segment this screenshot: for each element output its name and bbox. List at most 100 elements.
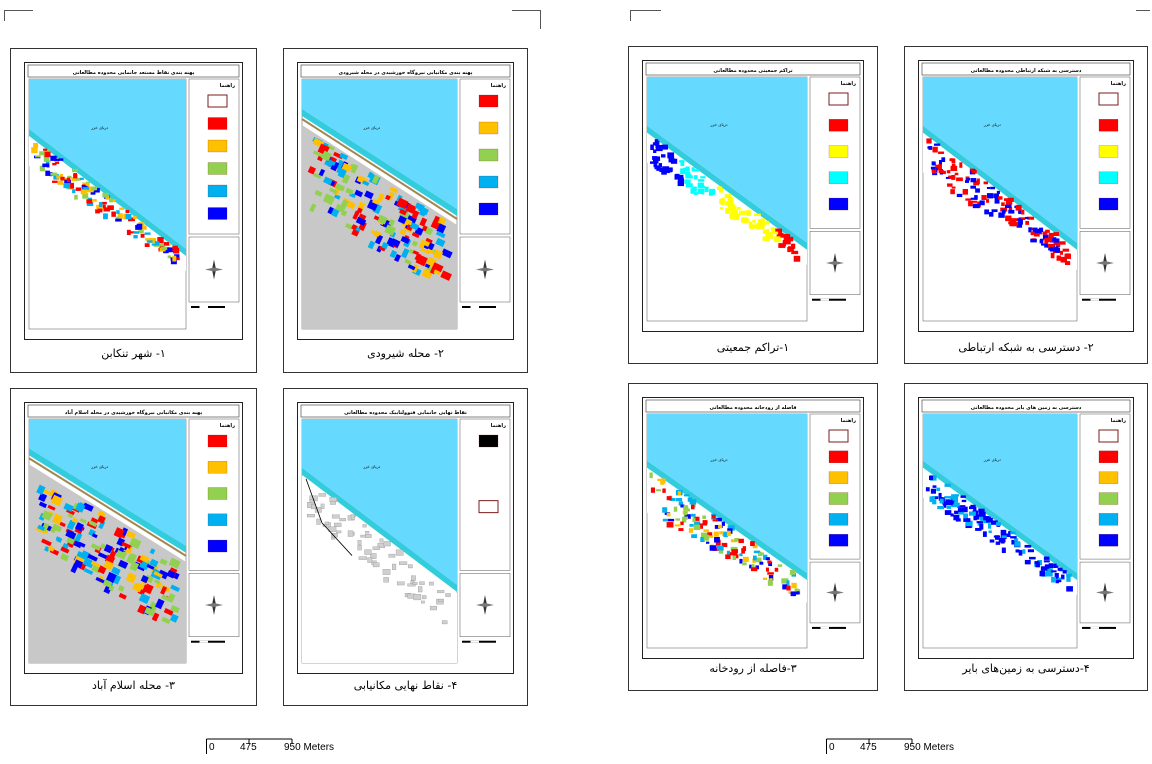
parcel	[684, 179, 691, 184]
north-arrow-icon	[205, 267, 223, 272]
map-frame: نقاط نهایی جانمایی فتوولتاییک محدوده مطا…	[297, 402, 514, 674]
parcel	[934, 496, 939, 500]
parcel	[100, 543, 106, 549]
parcel	[36, 484, 46, 495]
parcel	[1001, 547, 1006, 554]
parcel	[318, 168, 326, 177]
parcel	[728, 207, 734, 211]
parcel	[51, 523, 63, 533]
parcel	[1008, 209, 1015, 214]
map-title-box	[27, 64, 240, 78]
parcel	[1005, 215, 1012, 222]
parcel	[765, 231, 772, 236]
legend-swatch	[828, 429, 849, 443]
parcel	[767, 572, 774, 575]
parcel	[433, 249, 444, 260]
parcel	[724, 194, 732, 199]
parcel	[704, 186, 709, 193]
parcel	[981, 195, 987, 200]
parcel	[309, 203, 317, 213]
parcel	[411, 210, 420, 220]
parcel	[678, 528, 684, 532]
parcel	[685, 166, 690, 172]
parcel	[87, 186, 94, 193]
parcel	[43, 156, 50, 162]
legend-title: راهنما	[1111, 418, 1126, 424]
parcel	[413, 594, 422, 601]
parcel	[655, 148, 663, 152]
parcel	[77, 541, 86, 548]
parcel	[82, 502, 94, 512]
parcel	[121, 541, 132, 549]
parcel	[786, 585, 791, 591]
parcel	[1053, 240, 1060, 246]
parcel	[946, 505, 952, 509]
parcel	[1059, 250, 1064, 255]
parcel	[1040, 566, 1048, 571]
parcel	[1001, 209, 1006, 214]
legend-swatch	[828, 119, 849, 132]
parcel	[718, 187, 724, 193]
legend-swatch	[828, 513, 849, 526]
parcel	[976, 521, 984, 524]
parcel	[978, 511, 985, 517]
map-title-box	[27, 404, 240, 418]
parcel	[697, 179, 705, 182]
parcel	[783, 233, 791, 240]
parcel	[362, 180, 370, 187]
mini-scale-bar	[820, 298, 829, 301]
sea-label: دریای خزر	[709, 122, 727, 127]
map-frame: پهنه بندی مکانیابی نیروگاه خورشیدی در مح…	[297, 62, 514, 340]
parcel	[683, 494, 690, 497]
parcel	[437, 590, 445, 594]
parcel	[930, 488, 937, 494]
parcel	[399, 208, 407, 216]
parcel	[731, 549, 739, 554]
parcel	[688, 528, 694, 533]
parcel	[354, 189, 364, 198]
parcel	[750, 224, 757, 228]
coast-strip	[647, 125, 807, 250]
parcel	[971, 170, 977, 174]
parcel	[149, 548, 156, 555]
parcel	[729, 552, 737, 556]
parcel	[117, 585, 125, 592]
parcel	[674, 174, 679, 180]
parcel	[1054, 573, 1059, 579]
coast-strip	[29, 129, 186, 256]
road-line	[28, 457, 187, 557]
parcel	[957, 505, 962, 508]
mini-scale-bar	[199, 640, 208, 643]
parcel	[767, 234, 774, 239]
parcel	[358, 556, 367, 560]
parcel	[412, 250, 419, 256]
parcel	[437, 598, 444, 602]
parcel	[712, 514, 716, 519]
parcel	[101, 204, 106, 209]
legend-swatch	[1098, 492, 1119, 505]
map-caption: ۲- محله شیرودی	[367, 347, 444, 360]
parcel	[755, 223, 761, 230]
parcel	[984, 209, 990, 215]
parcel	[729, 212, 734, 216]
parcel	[118, 592, 127, 600]
parcel	[95, 576, 106, 584]
parcel	[138, 593, 151, 605]
parcel	[680, 521, 684, 526]
parcel	[174, 257, 180, 261]
parcel	[397, 215, 407, 225]
parcel	[341, 162, 353, 173]
parcel	[710, 191, 716, 195]
parcel	[376, 193, 385, 203]
crop-mark-left-top-right	[512, 10, 541, 29]
scale-label-end: 950 Meters	[284, 742, 335, 753]
parcel	[370, 230, 381, 237]
parcel	[388, 553, 396, 558]
map-svg: فاصله از رودخانه محدوده مطالعاتی دریای خز…	[645, 399, 861, 649]
parcel	[44, 148, 50, 154]
parcel	[685, 183, 693, 188]
parcel	[431, 262, 444, 273]
coast-strip	[647, 460, 807, 581]
parcel	[33, 142, 39, 149]
parcel	[718, 524, 723, 529]
